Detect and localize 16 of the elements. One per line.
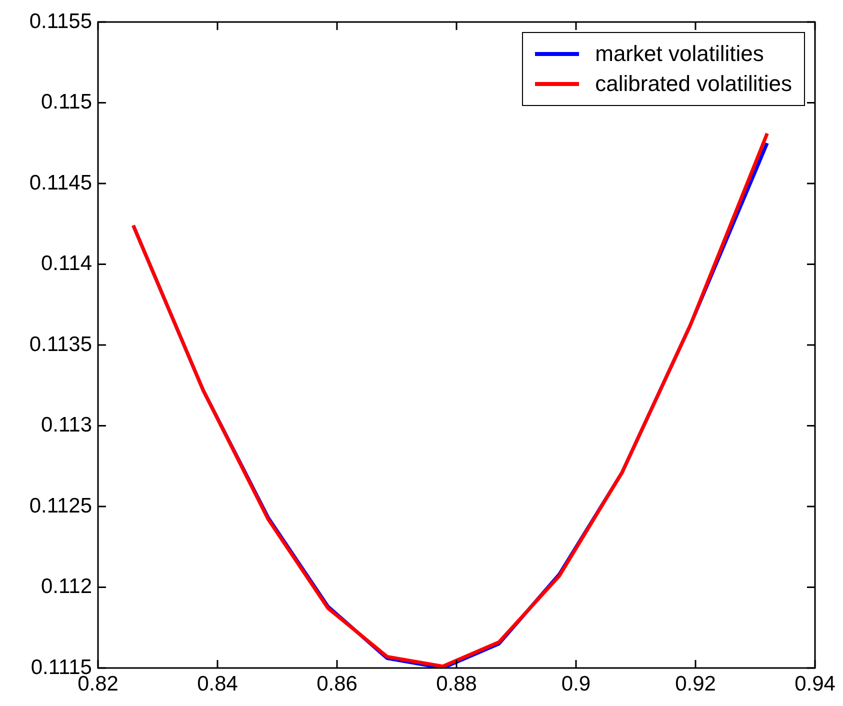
legend-label: calibrated volatilities [595, 70, 792, 98]
y-tick-label: 0.1135 [29, 332, 92, 356]
y-tick-label: 0.112 [41, 575, 92, 598]
y-tick-label: 0.1145 [29, 171, 92, 194]
y-tick-label: 0.1125 [29, 494, 92, 518]
x-tick-label: 0.92 [675, 672, 716, 696]
x-tick-label: 0.94 [794, 672, 836, 696]
y-tick-label: 0.115 [41, 90, 92, 114]
legend-label: market volatilities [595, 40, 764, 68]
y-tick-label: 0.113 [41, 414, 92, 437]
x-tick-label: 0.88 [436, 672, 477, 696]
x-tick-label: 0.9 [561, 672, 591, 696]
y-tick-label: 0.1155 [29, 10, 92, 33]
y-tick-label: 0.114 [41, 252, 92, 276]
x-tick-label: 0.86 [316, 672, 358, 696]
x-tick-label: 0.84 [197, 672, 238, 696]
